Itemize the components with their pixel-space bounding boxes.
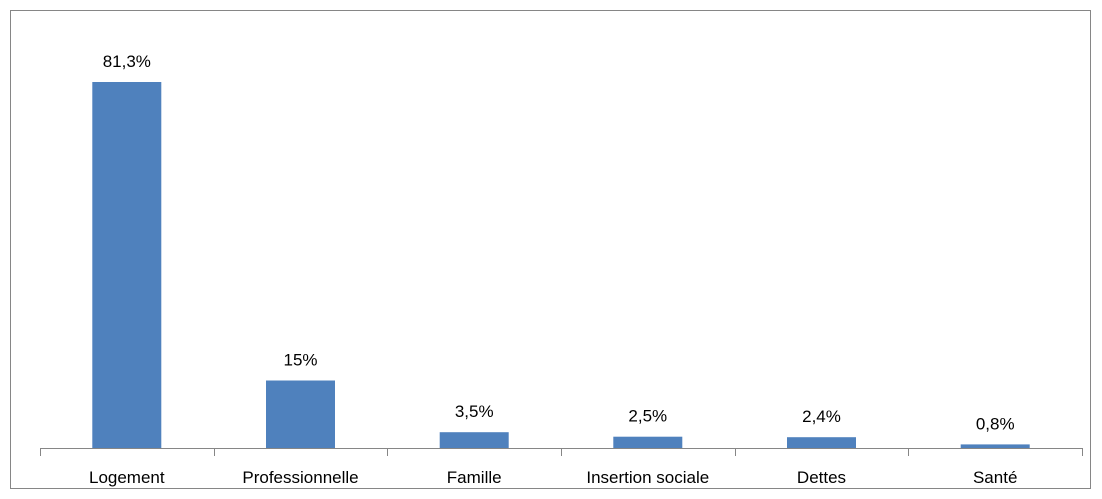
bar-4 <box>613 436 683 448</box>
category-labels-group: Logement Professionnelle Famille Insertion … <box>89 468 1017 487</box>
bar-5 <box>787 437 856 448</box>
category-label-6: Santé <box>973 468 1017 487</box>
bar-6 <box>960 444 1030 448</box>
bars-group <box>92 82 1030 448</box>
bar-2 <box>266 380 335 448</box>
category-label-2: Professionnelle <box>242 468 358 487</box>
category-label-5: Dettes <box>797 468 846 487</box>
data-label-1: 81,3% <box>103 52 151 71</box>
data-label-6: 0,8% <box>976 414 1015 433</box>
data-label-5: 2,4% <box>802 407 841 426</box>
bar-1 <box>92 82 162 448</box>
bar-3 <box>439 432 509 448</box>
x-axis <box>40 448 1083 456</box>
data-label-4: 2,5% <box>628 407 667 426</box>
chart-frame <box>10 10 1091 489</box>
category-label-3: Famille <box>447 468 502 487</box>
data-labels-group: 81,3% 15% 3,5% 2,5% 2,4% 0,8% <box>103 52 1015 433</box>
category-label-4: Insertion sociale <box>586 468 709 487</box>
data-label-2: 15% <box>283 351 317 370</box>
category-label-1: Logement <box>89 468 165 487</box>
data-label-3: 3,5% <box>455 402 494 421</box>
